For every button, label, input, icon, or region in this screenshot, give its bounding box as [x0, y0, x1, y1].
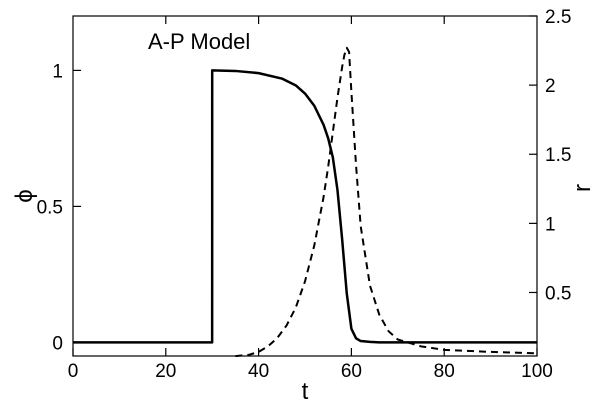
y-right-tick-label: 1 [545, 214, 556, 235]
y-left-tick-label: 0 [52, 333, 63, 354]
x-tick-label: 20 [155, 361, 176, 382]
y-right-tick-label: 1.5 [545, 145, 571, 166]
series-r-line [235, 46, 538, 358]
x-tick-label: 40 [248, 361, 269, 382]
y-right-axis-label: r [569, 184, 596, 192]
series-phi-line [73, 69, 537, 344]
y-left-tick-label: 1 [52, 61, 63, 82]
chart-title: A-P Model [148, 29, 250, 54]
plot-frame [72, 15, 538, 357]
y-right-tick-label: 2 [545, 76, 556, 97]
x-tick-label: 0 [68, 361, 79, 382]
labels: A-P Model t ϕ r [11, 29, 596, 405]
x-tick-label: 80 [434, 361, 455, 382]
series-layer [73, 46, 538, 358]
ticks: 0 20 40 60 80 100 0 0.5 1 0.5 1 1.5 2 2.5 [37, 7, 572, 382]
x-tick-label: 100 [521, 361, 553, 382]
y-right-tick-label: 0.5 [545, 283, 571, 304]
x-axis-label: t [302, 378, 309, 405]
y-right-tick-label: 2.5 [545, 7, 571, 28]
y-left-tick-label: 0.5 [37, 197, 63, 218]
y-left-axis-label: ϕ [11, 189, 38, 202]
x-tick-label: 60 [341, 361, 362, 382]
